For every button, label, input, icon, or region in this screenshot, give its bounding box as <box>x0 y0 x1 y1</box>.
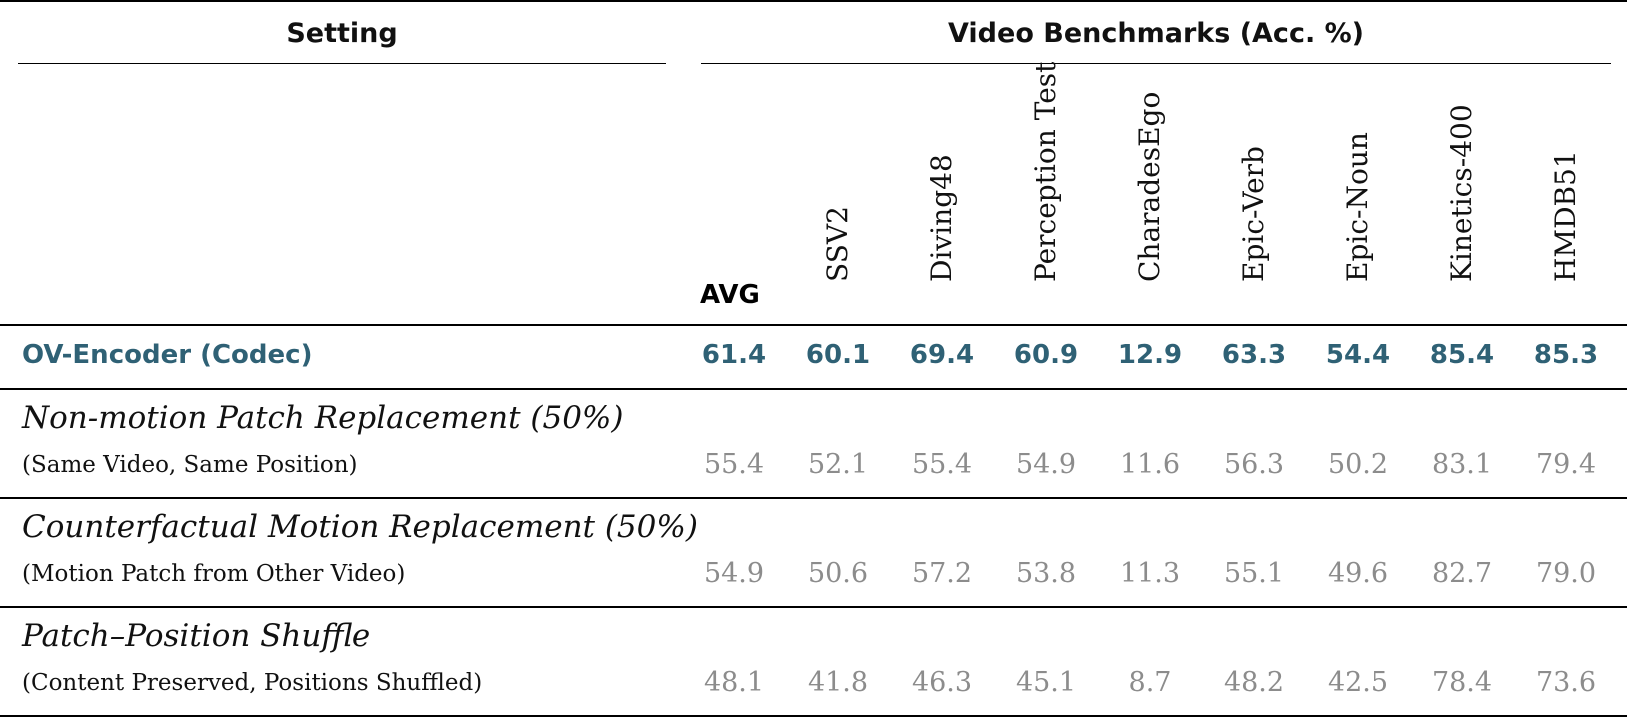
table-cell: 85.3 <box>1533 340 1599 370</box>
table-cell: 69.4 <box>909 340 975 370</box>
table-cell: 55.1 <box>1223 558 1285 589</box>
column-ssv2: SSV2 <box>821 206 854 282</box>
row-rule-3 <box>0 606 1627 608</box>
column-diving48: Diving48 <box>925 154 958 282</box>
table-cell: 61.4 <box>701 340 767 370</box>
table-cell: 57.2 <box>911 558 973 589</box>
table-cell: 49.6 <box>1327 558 1389 589</box>
column-epic-verb: Epic-Verb <box>1237 146 1270 282</box>
table-cell: 82.7 <box>1431 558 1493 589</box>
table-cell: 11.3 <box>1119 558 1181 589</box>
table-cell: 78.4 <box>1431 667 1493 698</box>
table-cell: 83.1 <box>1431 449 1493 480</box>
benchmarks-underline <box>701 63 1611 64</box>
table-cell: 12.9 <box>1117 340 1183 370</box>
table-cell: 50.2 <box>1327 449 1389 480</box>
table-cell: 73.6 <box>1535 667 1597 698</box>
table-cell: 50.6 <box>807 558 869 589</box>
column-avg: AVG <box>700 280 760 310</box>
table-cell: 53.8 <box>1015 558 1077 589</box>
column-kinetics-400: Kinetics-400 <box>1445 104 1478 282</box>
row-subtitle-counterfactual: (Motion Patch from Other Video) <box>22 561 406 587</box>
table-cell: 54.4 <box>1325 340 1391 370</box>
row-title-non-motion: Non-motion Patch Replacement (50%) <box>22 400 624 436</box>
column-charadesego: CharadesEgo <box>1133 91 1166 282</box>
table-cell: 48.1 <box>703 667 765 698</box>
table-cell: 60.9 <box>1013 340 1079 370</box>
table-cell: 54.9 <box>703 558 765 589</box>
bottom-rule <box>0 715 1627 717</box>
table-cell: 79.4 <box>1535 449 1597 480</box>
row-subtitle-non-motion: (Same Video, Same Position) <box>22 452 358 478</box>
row-title-ov-encoder: OV-Encoder (Codec) <box>22 340 313 370</box>
table-cell: 46.3 <box>911 667 973 698</box>
header-rule <box>0 324 1627 326</box>
table-cell: 11.6 <box>1119 449 1181 480</box>
table-cell: 55.4 <box>703 449 765 480</box>
table-cell: 52.1 <box>807 449 869 480</box>
table-cell: 54.9 <box>1015 449 1077 480</box>
row-title-counterfactual: Counterfactual Motion Replacement (50%) <box>22 509 698 545</box>
table-cell: 48.2 <box>1223 667 1285 698</box>
table-cell: 60.1 <box>805 340 871 370</box>
table-cell: 79.0 <box>1535 558 1597 589</box>
table-cell: 56.3 <box>1223 449 1285 480</box>
benchmarks-header: Video Benchmarks (Acc. %) <box>948 18 1364 49</box>
column-epic-noun: Epic-Noun <box>1341 132 1374 282</box>
setting-header: Setting <box>286 18 398 49</box>
table-cell: 45.1 <box>1015 667 1077 698</box>
column-hmdb51: HMDB51 <box>1549 150 1582 282</box>
table-cell: 41.8 <box>807 667 869 698</box>
row-title-shuffle: Patch–Position Shuffle <box>22 618 371 654</box>
row-subtitle-shuffle: (Content Preserved, Positions Shuffled) <box>22 670 483 696</box>
setting-underline <box>18 63 666 64</box>
table-cell: 55.4 <box>911 449 973 480</box>
row-rule-2 <box>0 497 1627 499</box>
column-perception-test: Perception Test <box>1029 61 1062 282</box>
table-cell: 63.3 <box>1221 340 1287 370</box>
table-cell: 42.5 <box>1327 667 1389 698</box>
top-rule <box>0 0 1627 2</box>
row-rule-1 <box>0 388 1627 390</box>
table-cell: 8.7 <box>1128 667 1172 698</box>
table-cell: 85.4 <box>1429 340 1495 370</box>
